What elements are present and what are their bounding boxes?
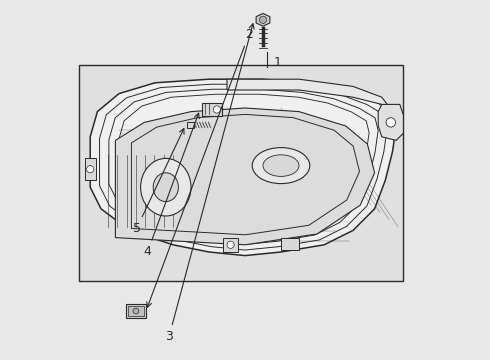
Bar bbox=[223, 238, 238, 252]
Circle shape bbox=[87, 166, 94, 173]
Circle shape bbox=[213, 106, 220, 113]
Circle shape bbox=[386, 118, 395, 127]
Ellipse shape bbox=[141, 158, 191, 216]
Bar bbox=[128, 306, 144, 316]
Text: 5: 5 bbox=[133, 129, 184, 235]
Ellipse shape bbox=[252, 148, 310, 184]
Bar bbox=[187, 122, 194, 128]
Text: 1: 1 bbox=[274, 57, 282, 69]
Polygon shape bbox=[256, 13, 270, 26]
Ellipse shape bbox=[153, 173, 178, 202]
Ellipse shape bbox=[263, 155, 299, 176]
Bar bbox=[202, 103, 221, 116]
Circle shape bbox=[259, 16, 267, 23]
Bar bbox=[85, 158, 96, 180]
Circle shape bbox=[133, 308, 139, 314]
Text: 4: 4 bbox=[144, 113, 199, 258]
Text: 3: 3 bbox=[165, 24, 254, 343]
Polygon shape bbox=[378, 104, 403, 140]
Bar bbox=[126, 304, 146, 318]
Polygon shape bbox=[90, 79, 396, 256]
Circle shape bbox=[227, 241, 234, 248]
Bar bbox=[79, 65, 403, 281]
Polygon shape bbox=[227, 79, 396, 126]
Text: 2: 2 bbox=[147, 28, 253, 307]
Polygon shape bbox=[116, 108, 374, 245]
Bar bbox=[281, 238, 299, 250]
